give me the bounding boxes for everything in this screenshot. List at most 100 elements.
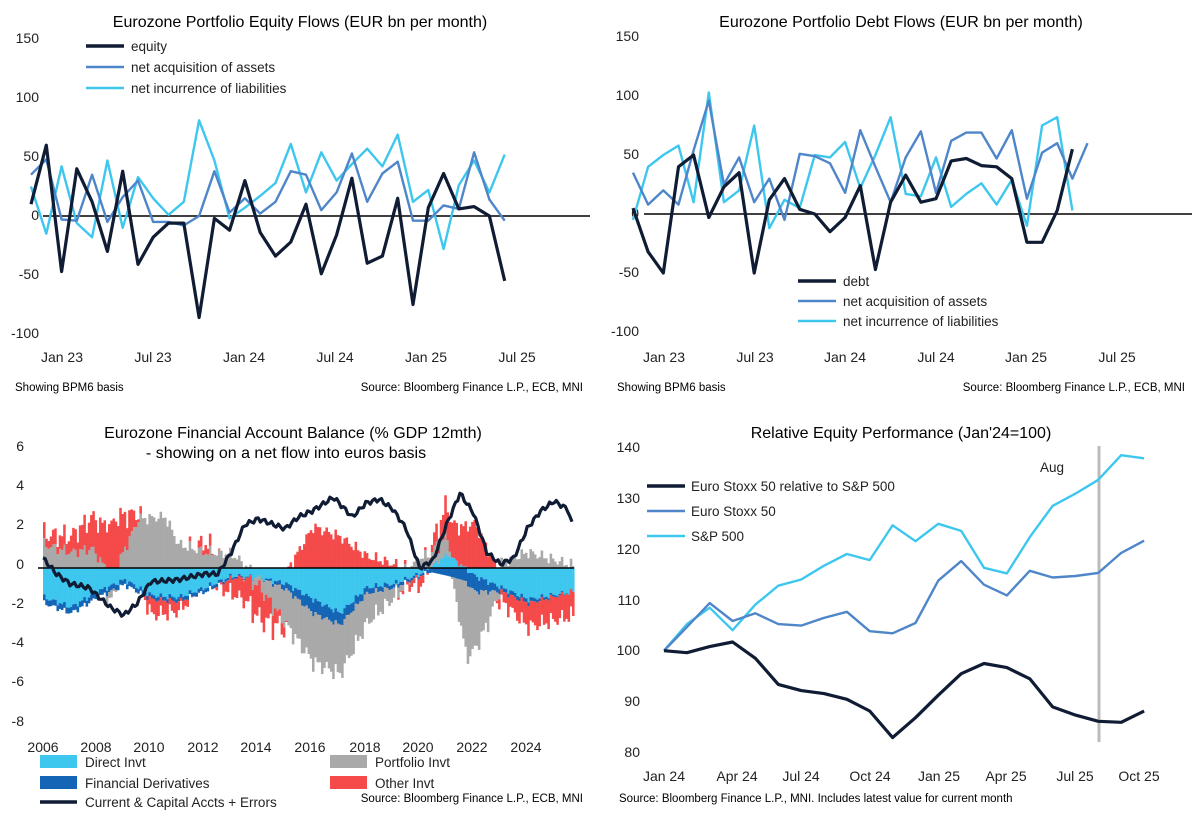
bar [426,568,429,570]
bar [368,593,371,624]
bar [504,568,508,589]
bar [350,568,353,604]
y-axis-ticks: 150 100 50 0 -50 -100 [611,28,639,339]
bar [533,554,537,568]
bar [54,568,57,600]
y-tick: 120 [617,541,641,557]
bar [466,573,470,587]
bar [394,583,398,586]
bar [47,568,51,601]
bar [278,568,281,581]
bar [51,529,55,545]
bar [81,600,84,607]
bar [347,605,351,615]
bar [309,530,313,568]
bar [244,568,248,577]
bar [480,568,483,578]
bar [388,590,391,607]
bar [374,552,378,568]
bar [96,568,100,595]
bar [556,564,559,568]
bar [554,595,557,598]
bar [536,558,539,568]
bar [377,592,380,616]
bar [354,603,358,635]
bar [177,597,181,602]
bar [253,568,257,578]
series-line-euro-stoxx-50 [663,539,1145,652]
bar [453,568,456,578]
bar [83,514,86,546]
bar [341,543,344,568]
bar [312,533,315,568]
bar [143,518,147,568]
legend-label-liabilities: net incurrence of liabilities [843,314,999,329]
bar [531,568,535,598]
bar [119,553,122,568]
x-tick: Jul 24 [316,349,354,365]
bar [408,568,411,580]
bar [489,554,492,568]
bar [426,573,429,575]
bar [498,568,501,590]
bar [238,555,241,568]
bar [354,568,358,596]
bar [444,568,447,576]
bar [385,568,389,584]
y-tick: 150 [16,30,40,46]
bar [435,523,438,542]
bar [475,568,479,577]
bar [83,597,86,603]
x-tick: 2010 [133,739,164,755]
bar [419,576,423,587]
bar [327,568,331,608]
bar [480,533,483,568]
bar [381,592,385,615]
bar [249,568,252,575]
bar [105,596,109,606]
bar [377,587,380,593]
bar [572,566,575,568]
bar [137,568,140,590]
bar [468,572,472,588]
bar [394,559,398,568]
bar [572,568,575,592]
bar [108,591,111,598]
bar [226,554,230,568]
bar [128,536,131,568]
bar [372,560,376,568]
bar [193,592,196,597]
bar [343,568,346,609]
x-tick: Jul 25 [498,349,536,365]
bar [190,568,194,593]
bar [538,568,541,599]
bar [493,561,497,568]
bar [244,576,248,578]
bar [146,568,149,596]
bar [128,510,131,537]
bar [56,568,59,606]
bar [78,549,82,568]
bar [87,568,91,598]
bar [542,568,546,598]
bar [206,587,210,592]
chart-note: Showing BPM6 basis [617,382,726,394]
bar [264,578,268,580]
bar [215,555,219,568]
bar [410,577,414,581]
bar [477,537,481,568]
bar [213,584,216,588]
bar [569,568,573,589]
bar [251,568,255,581]
bar [204,588,207,593]
bar [280,584,284,590]
bar [320,619,324,675]
bar [345,568,349,605]
bar [197,588,201,593]
bar [146,600,149,615]
bar [134,520,138,528]
bar [67,607,71,614]
bar [242,579,246,581]
bar [96,562,100,568]
bar [320,535,324,568]
